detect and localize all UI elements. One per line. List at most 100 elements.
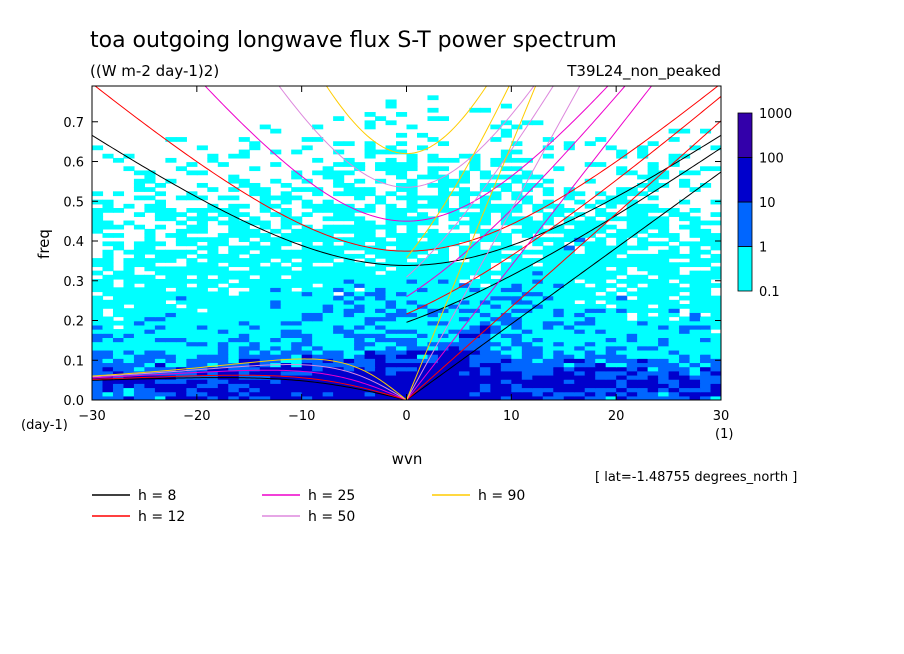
heatmap-cell [354,362,366,368]
heatmap-cell [385,216,397,222]
heatmap-cell [92,324,104,330]
heatmap-cell [385,379,397,384]
heatmap-cell [259,312,271,318]
heatmap-cell [448,299,460,305]
heatmap-cell [364,349,376,355]
heatmap-cell [532,341,544,347]
heatmap-cell [511,124,523,130]
heatmap-cell [700,299,712,305]
heatmap-cell [165,329,177,334]
heatmap-cell [375,383,387,389]
heatmap-cell [228,316,240,322]
heatmap-cell [563,333,575,338]
heatmap-cell [322,329,334,334]
heatmap-cell [249,337,261,343]
heatmap-cell [626,228,638,234]
heatmap-cell [406,216,418,222]
heatmap-cell [238,237,250,243]
heatmap-cell [396,374,408,380]
heatmap-cell [416,366,429,372]
heatmap-cell [238,329,250,334]
heatmap-cell [437,274,450,280]
heatmap-cell [270,203,282,209]
heatmap-cell [500,220,512,226]
heatmap-cell [312,387,324,393]
heatmap-cell [364,370,376,376]
heatmap-cell [280,241,292,247]
heatmap-cell [322,270,334,276]
heatmap-cell [228,333,240,338]
heatmap-cell [102,266,114,272]
heatmap-cell [291,274,303,280]
heatmap-cell [416,258,429,263]
heatmap-cell [333,320,345,326]
heatmap-cell [563,345,575,351]
heatmap-cell [133,278,146,284]
heatmap-cell [343,370,355,376]
heatmap-cell [563,349,575,355]
heatmap-cell [165,216,177,222]
heatmap-cell [322,312,334,318]
heatmap-cell [186,291,198,297]
heatmap-cell [469,324,481,330]
heatmap-cell [123,166,135,172]
heatmap-cell [437,116,450,121]
heatmap-cell [280,333,292,338]
heatmap-cell [123,379,135,384]
heatmap-cell [238,349,250,355]
heatmap-cell [375,370,387,376]
heatmap-cell [259,395,271,400]
heatmap-cell [584,258,596,263]
heatmap-cell [563,249,575,255]
heatmap-cell [626,224,638,230]
heatmap-cell [333,149,345,155]
heatmap-cell [511,203,523,209]
heatmap-cell [207,262,219,268]
heatmap-cell [207,383,219,389]
heatmap-cell [700,182,712,188]
heatmap-cell [112,370,125,376]
heatmap-cell [647,395,659,400]
heatmap-cell [249,341,261,347]
heatmap-cell [490,245,502,251]
heatmap-cell [270,249,282,255]
heatmap-cell [364,249,376,255]
heatmap-cell [144,329,156,334]
heatmap-cell [532,249,544,255]
heatmap-cell [584,366,596,372]
heatmap-cell [301,337,313,343]
heatmap-cell [312,203,324,209]
heatmap-cell [144,349,156,355]
heatmap-cell [186,395,198,400]
heatmap-cell [521,337,533,343]
heatmap-cell [437,333,450,338]
heatmap-cell [448,212,460,217]
heatmap-cell [112,241,125,247]
heatmap-cell [416,312,429,318]
heatmap-cell [396,249,408,255]
heatmap-cell [605,337,617,343]
heatmap-cell [710,270,721,276]
heatmap-cell [406,362,418,368]
heatmap-cell [133,316,146,322]
heatmap-cell [553,295,565,301]
heatmap-cell [238,370,250,376]
heatmap-cell [658,304,670,309]
heatmap-cell [700,241,712,247]
heatmap-cell [647,283,659,288]
heatmap-cell [584,333,596,338]
heatmap-cell [563,262,575,268]
heatmap-cell [584,278,596,284]
heatmap-cell [102,387,114,393]
heatmap-cell [133,295,146,301]
heatmap-cell [700,366,712,372]
heatmap-cell [364,395,376,400]
heatmap-cell [469,316,481,322]
heatmap-cell [291,370,303,376]
heatmap-cell [364,358,376,364]
heatmap-cell [511,304,523,309]
heatmap-cell [92,316,104,322]
heatmap-cell [165,157,177,163]
heatmap-cell [563,379,575,384]
heatmap-cell [165,308,177,313]
